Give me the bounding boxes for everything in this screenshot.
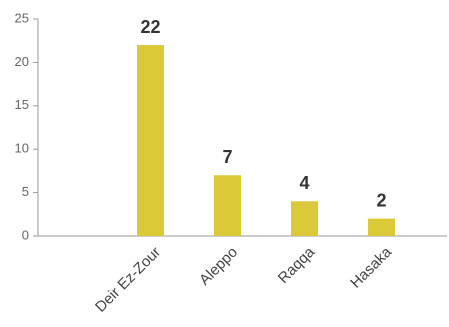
x-tick-label: Deir Ez-Zour bbox=[92, 244, 164, 316]
bar bbox=[137, 45, 164, 236]
value-label: 22 bbox=[140, 17, 160, 37]
y-tick-label: 15 bbox=[15, 97, 29, 112]
y-tick-label: 20 bbox=[15, 54, 29, 69]
x-tick-label: Raqqa bbox=[275, 243, 319, 287]
value-label: 7 bbox=[222, 147, 232, 167]
bar bbox=[368, 218, 395, 236]
value-label: 4 bbox=[299, 173, 309, 193]
x-tick-label: Aleppo bbox=[196, 244, 241, 289]
y-tick-label: 0 bbox=[22, 227, 29, 242]
bar bbox=[291, 201, 318, 236]
y-tick-label: 25 bbox=[15, 10, 29, 25]
y-tick-label: 10 bbox=[15, 141, 29, 156]
x-tick-label: Hasaka bbox=[347, 243, 395, 291]
value-label: 2 bbox=[376, 190, 386, 210]
y-tick-label: 5 bbox=[22, 184, 29, 199]
bar bbox=[214, 175, 241, 236]
